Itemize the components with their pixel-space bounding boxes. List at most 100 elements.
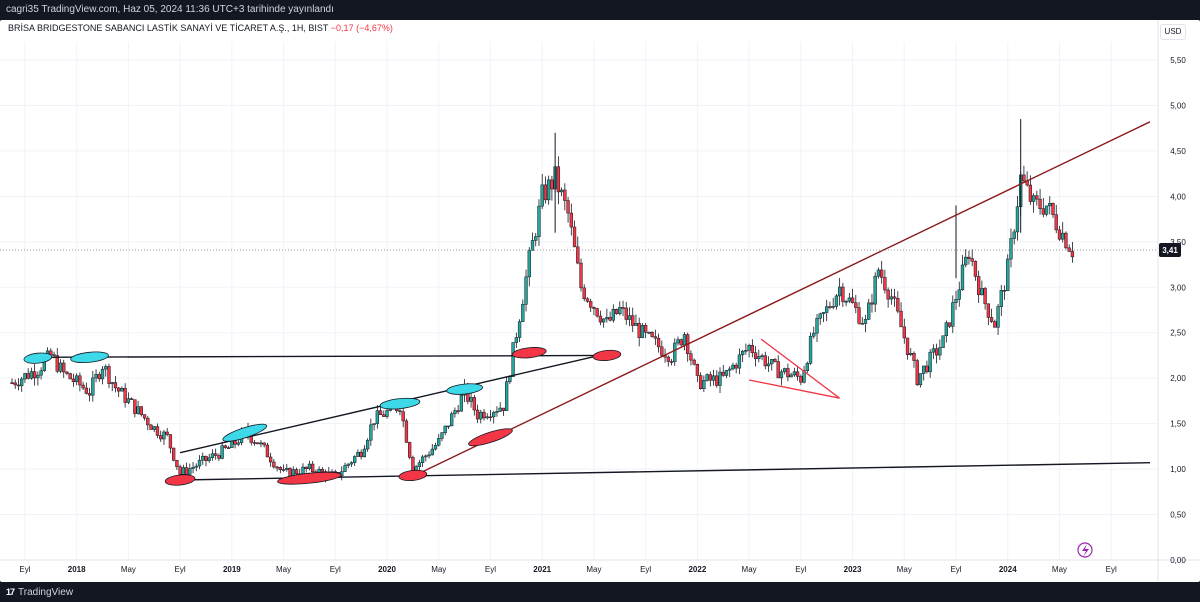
y-tick-label-6: 3,00	[1170, 283, 1186, 292]
candle-body-152	[501, 407, 506, 411]
y-tick-label-5: 2,50	[1170, 329, 1186, 338]
candle-body-177	[582, 287, 586, 300]
candle-body-291	[951, 302, 955, 327]
candle-body-225	[737, 354, 742, 369]
candle-body-156	[514, 337, 518, 343]
candle-body-18	[68, 373, 72, 380]
candle-body-262	[857, 307, 861, 324]
candle-body-244	[799, 376, 803, 383]
chart-panel[interactable]: 0,00 0,50 1,00 1,50 2,00 2,50 3,00 3,50 4,00 4,50…	[0, 20, 1200, 582]
candle-body-178	[585, 298, 590, 302]
candle-body-215	[705, 374, 709, 381]
candle-body-284	[928, 351, 932, 373]
published-header: cagri35 TradingView.com, Haz 05, 2024 11…	[0, 0, 1200, 20]
candle-body-153	[504, 381, 509, 411]
candle-body-191	[627, 315, 632, 320]
candle-body-286	[934, 348, 939, 356]
candle-body-15	[58, 362, 63, 372]
candle-body-19	[71, 378, 76, 383]
candle-body-292	[954, 299, 958, 303]
candle-body-22	[81, 384, 85, 389]
candle-body-169	[556, 166, 561, 193]
candle-body-122	[404, 420, 409, 443]
candle-body-299	[977, 276, 981, 296]
x-tick-label-21: Eyl	[1106, 565, 1117, 574]
currency-badge[interactable]: USD	[1160, 24, 1186, 40]
candle-body-20	[75, 375, 79, 383]
candle-body-159	[524, 276, 528, 305]
candle-body-205	[673, 342, 677, 363]
candle-body-30	[107, 366, 111, 384]
candle-body-283	[925, 365, 929, 373]
tradingview-logo[interactable]: 17 TradingView	[6, 587, 73, 598]
candle-body-26	[94, 374, 98, 379]
candle-body-120	[398, 410, 402, 412]
y-tick-label-7: 3,50	[1170, 238, 1186, 247]
candle-body-198	[650, 332, 654, 337]
candle-body-78	[262, 442, 266, 446]
highlight-ellipse-10	[592, 349, 622, 362]
highlight-ellipse-7	[398, 469, 428, 482]
trendline-3	[412, 121, 1151, 477]
candle-body-75	[252, 442, 257, 444]
candle-body-138	[456, 410, 460, 412]
candle-body-264	[863, 319, 868, 324]
candle-body-127	[420, 456, 425, 463]
candle-body-204	[669, 361, 674, 363]
candle-body-190	[624, 307, 628, 320]
candle-body-288	[941, 335, 945, 348]
candle-body-212	[695, 364, 700, 376]
candle-body-295	[964, 256, 968, 266]
candle-body-218	[715, 375, 719, 386]
candle-body-182	[598, 315, 603, 323]
candle-body-233	[763, 355, 767, 367]
x-tick-label-0: Eyl	[19, 565, 30, 574]
x-tick-label-11: May	[586, 565, 601, 574]
candle-body-285	[931, 348, 936, 353]
candle-body-91	[304, 466, 308, 469]
candle-body-315	[1028, 184, 1033, 202]
candle-body-147	[485, 416, 489, 419]
x-tick-label-2: May	[121, 565, 136, 574]
candle-body-55	[188, 468, 192, 475]
highlight-ellipse-3	[379, 397, 421, 410]
candle-body-7	[32, 371, 37, 379]
candle-body-158	[521, 304, 525, 322]
candle-body-328	[1070, 251, 1075, 258]
candle-body-257	[841, 286, 845, 302]
candle-body-36	[126, 398, 131, 403]
x-tick-label-1: 2018	[68, 565, 86, 574]
candle-body-92	[307, 463, 312, 469]
candle-body-64	[217, 455, 221, 459]
candle-body-290	[947, 322, 952, 327]
candle-body-308	[1006, 258, 1010, 291]
x-tick-label-17: May	[897, 565, 912, 574]
candle-body-277	[905, 337, 910, 355]
candle-body-105	[349, 462, 354, 465]
price-chart[interactable]: 0,00 0,50 1,00 1,50 2,00 2,50 3,00 3,50 4,00 4,50…	[0, 20, 1200, 582]
candle-body-219	[718, 371, 722, 386]
candle-body-185	[608, 317, 612, 321]
x-tick-label-6: Eyl	[330, 565, 341, 574]
candle-body-139	[459, 394, 464, 412]
candle-body-39	[136, 406, 140, 414]
candle-body-289	[944, 322, 948, 337]
tradingview-brand: TradingView	[18, 586, 74, 598]
candle-body-46	[159, 435, 163, 440]
x-tick-label-4: 2019	[223, 565, 241, 574]
candle-body-41	[142, 414, 147, 419]
candle-body-114	[378, 410, 383, 415]
y-tick-label-1: 0,50	[1170, 511, 1186, 520]
candle-body-175	[576, 246, 580, 264]
candle-body-278	[909, 353, 913, 355]
candle-body-210	[689, 353, 693, 361]
candle-body-318	[1038, 198, 1042, 209]
candle-body-194	[637, 323, 641, 338]
candle-body-300	[980, 288, 984, 296]
candle-body-4	[23, 373, 27, 380]
price-change: −0,17 (−4,67%)	[330, 23, 393, 33]
highlight-ellipse-5	[164, 474, 196, 486]
candle-body-31	[110, 382, 114, 384]
candle-body-313	[1022, 174, 1026, 182]
candle-body-14	[55, 355, 59, 372]
